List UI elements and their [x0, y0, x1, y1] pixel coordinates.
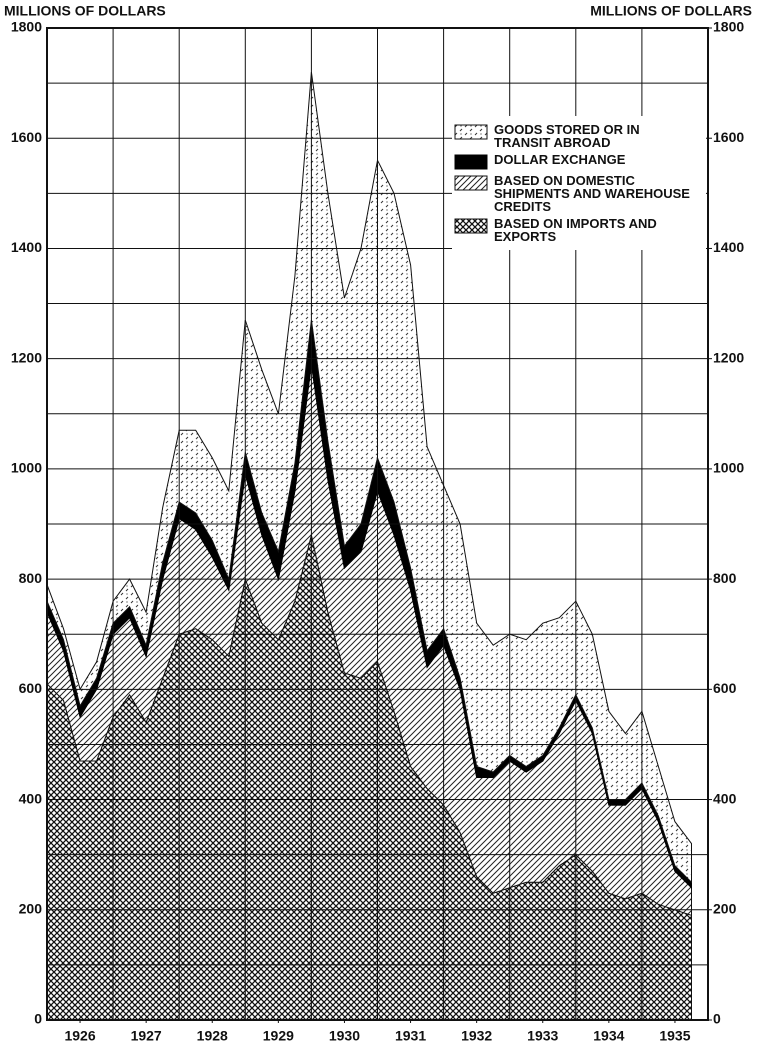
legend-swatch-fill — [454, 218, 488, 234]
legend: GOODS STORED OR IN TRANSIT ABROAD DOLLAR … — [452, 116, 706, 250]
x-tick-label: 1928 — [197, 1028, 228, 1044]
x-tick-label: 1927 — [131, 1028, 162, 1044]
x-tick-label: 1933 — [527, 1028, 558, 1044]
legend-swatch — [454, 218, 488, 234]
x-tick-label: 1934 — [593, 1028, 624, 1044]
legend-item: BASED ON IMPORTS AND EXPORTS — [454, 217, 704, 243]
y2-tick-label: 1200 — [713, 349, 744, 365]
legend-item: BASED ON DOMESTIC SHIPMENTS AND WAREHOUS… — [454, 174, 704, 213]
legend-swatch — [454, 175, 488, 191]
y-tick-label: 0 — [34, 1011, 42, 1027]
x-tick-label: 1931 — [395, 1028, 426, 1044]
legend-swatch-fill — [454, 124, 488, 140]
y2-tick-label: 600 — [713, 680, 737, 696]
x-tick-label: 1935 — [659, 1028, 690, 1044]
y-tick-label: 1600 — [11, 129, 42, 145]
y-tick-label: 1400 — [11, 239, 42, 255]
area — [46, 72, 692, 884]
legend-label: BASED ON IMPORTS AND EXPORTS — [494, 216, 657, 244]
y-tick-label: 1000 — [11, 460, 42, 476]
y2-tick-label: 1600 — [713, 129, 744, 145]
legend-item: DOLLAR EXCHANGE — [454, 153, 704, 170]
legend-swatch-fill — [454, 154, 488, 170]
plot-frame — [46, 27, 709, 1021]
legend-label: DOLLAR EXCHANGE — [494, 152, 626, 167]
y-axis-title: MILLIONS OF DOLLARS — [4, 3, 166, 19]
legend-swatch-fill — [454, 175, 488, 191]
y2-tick-label: 0 — [713, 1011, 721, 1027]
y-tick-label: 200 — [19, 900, 43, 916]
x-tick-label: 1930 — [329, 1028, 360, 1044]
y-tick-label: 800 — [19, 570, 43, 586]
legend-swatch — [454, 154, 488, 170]
y2-axis-title: MILLIONS OF DOLLARS — [590, 3, 752, 19]
legend-label: GOODS STORED OR IN TRANSIT ABROAD — [494, 122, 640, 150]
y2-tick-label: 800 — [713, 570, 737, 586]
y-tick-label: 400 — [19, 790, 43, 806]
y2-tick-label: 1000 — [713, 460, 744, 476]
legend-label: BASED ON DOMESTIC SHIPMENTS AND WAREHOUS… — [494, 173, 690, 214]
y2-tick-label: 400 — [713, 790, 737, 806]
y-tick-label: 600 — [19, 680, 43, 696]
x-tick-label: 1929 — [263, 1028, 294, 1044]
y-tick-label: 1800 — [11, 19, 42, 35]
x-tick-label: 1932 — [461, 1028, 492, 1044]
x-tick-label: 1926 — [64, 1028, 95, 1044]
y2-tick-label: 200 — [713, 900, 737, 916]
y2-tick-label: 1800 — [713, 19, 744, 35]
legend-item: GOODS STORED OR IN TRANSIT ABROAD — [454, 123, 704, 149]
legend-swatch — [454, 124, 488, 140]
y-tick-label: 1200 — [11, 349, 42, 365]
y2-tick-label: 1400 — [713, 239, 744, 255]
